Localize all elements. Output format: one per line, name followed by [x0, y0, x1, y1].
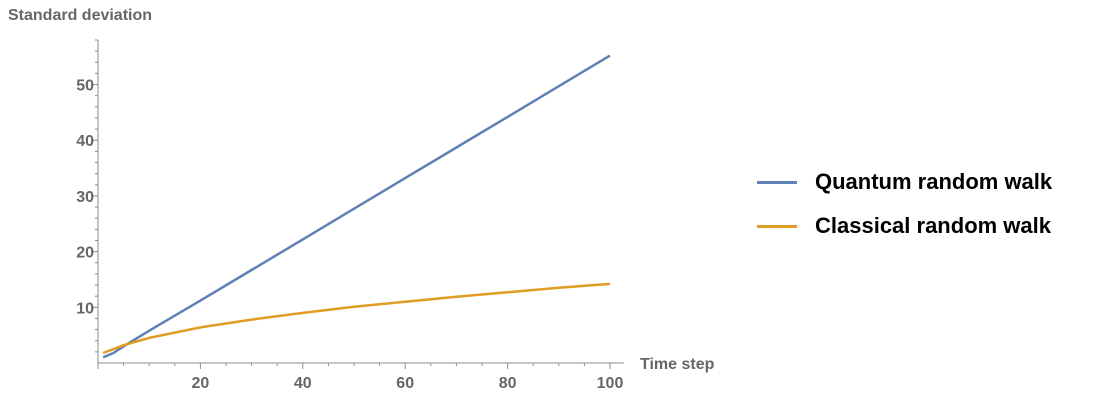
- y-axis-title: Standard deviation: [8, 7, 152, 24]
- y-tick-label: 20: [76, 245, 94, 262]
- chart-legend: Quantum random walk Classical random wal…: [757, 160, 1052, 248]
- legend-label-classical: Classical random walk: [815, 213, 1051, 238]
- x-tick-label: 40: [294, 375, 312, 392]
- x-tick-label: 100: [597, 375, 624, 392]
- y-tick-label: 30: [76, 189, 94, 206]
- y-tick-label: 40: [76, 133, 94, 150]
- legend-swatch-classical: [757, 224, 797, 228]
- chart-series: [102, 54, 611, 359]
- y-tick-label: 50: [76, 78, 94, 95]
- x-tick-label: 80: [499, 375, 517, 392]
- y-tick-label: 10: [76, 300, 94, 317]
- x-axis-title: Time step: [640, 356, 715, 373]
- legend-item-quantum: Quantum random walk: [757, 160, 1052, 204]
- x-tick-label: 20: [192, 375, 210, 392]
- legend-label-quantum: Quantum random walk: [815, 169, 1053, 194]
- x-tick-label: 60: [396, 375, 414, 392]
- chart-axes: [97, 40, 624, 369]
- axis-ticks: 20 40 60 80 100 10 20 30 40 50: [76, 39, 624, 392]
- series-line-1: [102, 282, 611, 355]
- series-line-0: [102, 54, 611, 359]
- legend-item-classical: Classical random walk: [757, 204, 1052, 248]
- legend-swatch-quantum: [757, 180, 797, 184]
